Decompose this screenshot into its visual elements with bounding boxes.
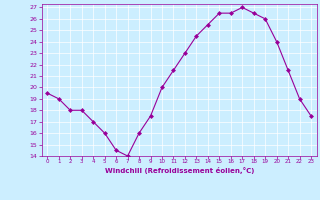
X-axis label: Windchill (Refroidissement éolien,°C): Windchill (Refroidissement éolien,°C) (105, 167, 254, 174)
